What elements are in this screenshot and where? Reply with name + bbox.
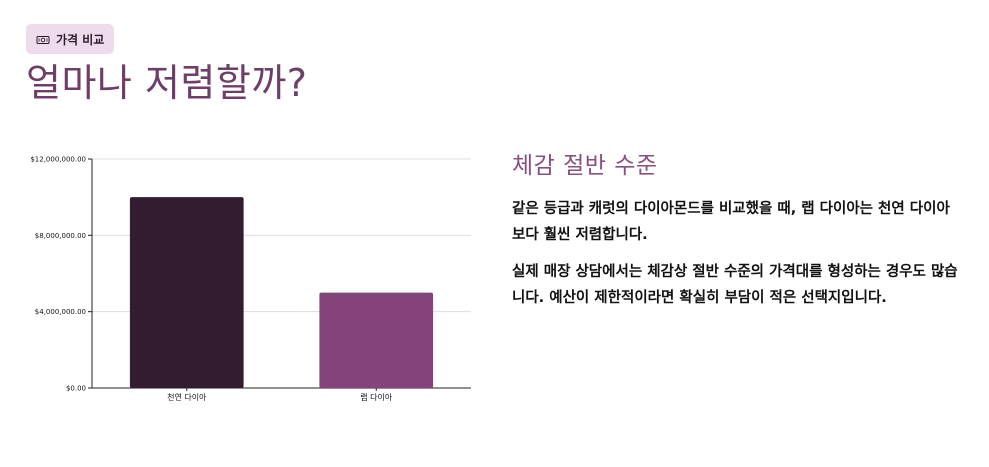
side-heading: 체감 절반 수준 xyxy=(512,153,658,179)
side-paragraph-1: 같은 등급과 캐럿의 다이아몬드를 비교했을 때, 랩 다이아는 천연 다이아보… xyxy=(512,201,950,243)
y-tick-label: $0.00 xyxy=(66,385,86,393)
bar xyxy=(319,292,434,388)
category-badge: 가격 비교 xyxy=(26,24,115,54)
money-icon xyxy=(36,32,50,46)
badge-label: 가격 비교 xyxy=(56,32,105,47)
bar xyxy=(129,197,244,388)
y-tick-label: $12,000,000.00 xyxy=(30,156,86,164)
x-category-label: 랩 다이아 xyxy=(360,392,393,402)
side-panel: 체감 절반 수준 같은 등급과 캐럿의 다이아몬드를 비교했을 때, 랩 다이아… xyxy=(512,150,962,322)
side-paragraph-2: 실제 매장 상담에서는 체감상 절반 수준의 가격대를 형성하는 경우도 많습니… xyxy=(512,264,958,306)
price-comparison-chart: $0.00 $4,000,000.00 $8,000,000.00 $12,000,0… xyxy=(0,140,480,420)
y-tick-label: $4,000,000.00 xyxy=(35,308,86,316)
y-tick-label: $8,000,000.00 xyxy=(35,232,86,240)
page-title: 얼마나 저렴할까? xyxy=(26,61,308,105)
x-category-label: 천연 다이아 xyxy=(167,392,207,402)
